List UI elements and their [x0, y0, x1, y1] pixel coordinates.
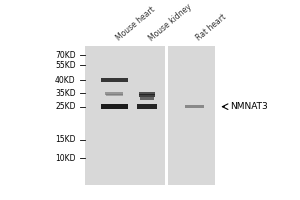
Bar	[101, 104, 128, 109]
Text: Mouse kidney: Mouse kidney	[147, 2, 193, 43]
Bar	[137, 104, 157, 109]
Text: 35KD: 35KD	[55, 89, 76, 98]
Bar	[105, 92, 123, 95]
Bar	[139, 92, 155, 95]
Text: Rat heart: Rat heart	[195, 13, 228, 43]
Text: 55KD: 55KD	[55, 61, 76, 70]
Text: 25KD: 25KD	[55, 102, 76, 111]
Text: NMNAT3: NMNAT3	[230, 102, 268, 111]
Bar	[185, 105, 204, 108]
Text: 40KD: 40KD	[55, 76, 76, 85]
Text: Mouse heart: Mouse heart	[114, 5, 157, 43]
Bar	[168, 46, 215, 185]
Bar	[140, 97, 154, 100]
Text: 15KD: 15KD	[55, 135, 76, 144]
Bar	[85, 46, 165, 185]
Text: 70KD: 70KD	[55, 51, 76, 60]
Bar	[101, 78, 128, 82]
Bar	[139, 94, 155, 97]
Bar	[106, 94, 122, 96]
Text: 10KD: 10KD	[55, 154, 76, 163]
